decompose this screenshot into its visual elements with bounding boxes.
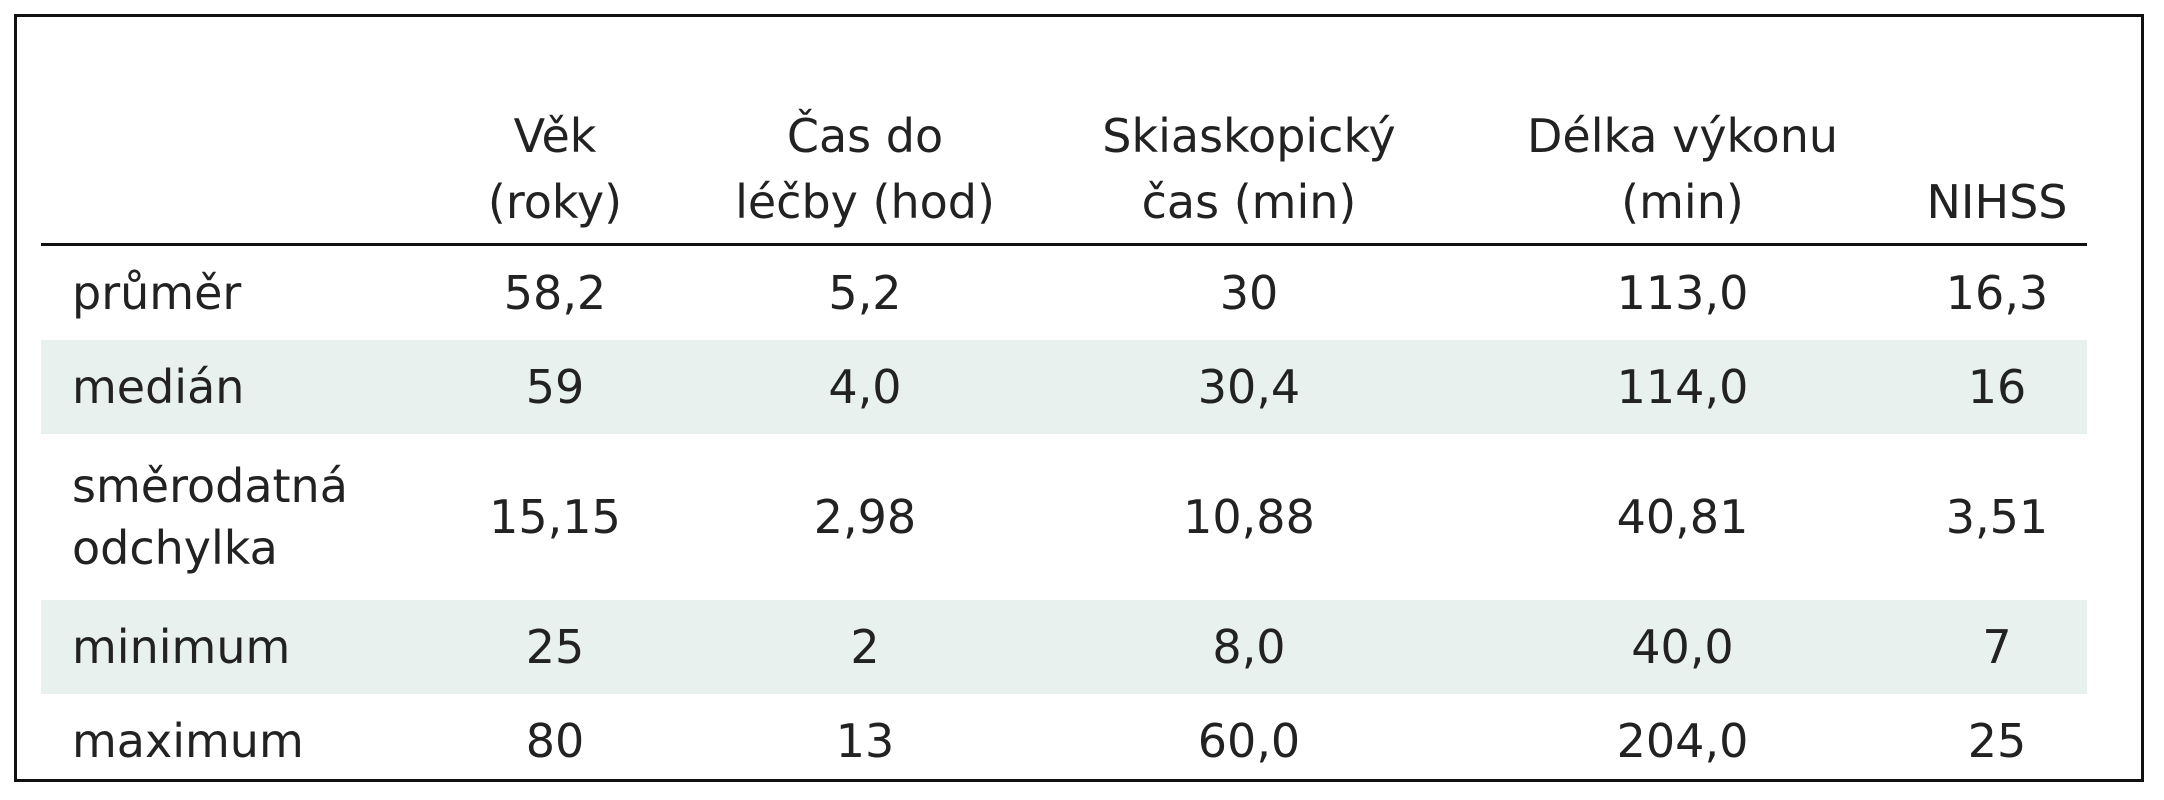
cell-value: 7 — [1907, 600, 2087, 694]
column-header: Čas do léčby (hod) — [690, 80, 1040, 246]
row-label: průměr — [72, 266, 242, 320]
cell-value: 58,2 — [503, 266, 607, 320]
column-header: NIHSS — [1907, 80, 2087, 246]
cell-value: 25 — [1967, 714, 2027, 768]
row-label: medián — [41, 340, 420, 434]
cell-value: 8,0 — [1040, 600, 1458, 694]
table-row: minimum 25 2 8,0 40,0 7 — [41, 600, 2087, 694]
cell-value: 80 — [525, 714, 585, 768]
table-body: průměr 58,2 5,2 30 113,0 16,3 medián 59 4,0 30,4 1… — [41, 245, 2087, 789]
cell-value: 16,3 — [1945, 266, 2049, 320]
cell-value: 60,0 — [1197, 714, 1301, 768]
cell-value: 3,51 — [1945, 490, 2049, 544]
cell-value: 16 — [1907, 340, 2087, 434]
column-header: Délka výkonu (min) — [1458, 80, 1907, 246]
row-label: maximum — [72, 714, 304, 768]
cell-value: 30 — [1219, 266, 1279, 320]
table-row: průměr 58,2 5,2 30 113,0 16,3 — [41, 245, 2087, 341]
header-row: Věk (roky) Čas do léčby (hod) Skiaskopický… — [41, 80, 2087, 246]
cell-value: 204,0 — [1616, 714, 1749, 768]
row-label: směrodatná odchylka — [72, 459, 348, 575]
cell-value: 40,81 — [1616, 490, 1749, 544]
column-header: Věk (roky) — [420, 80, 690, 246]
cell-value: 10,88 — [1183, 490, 1315, 544]
table-frame — [14, 14, 2144, 782]
cell-value: 59 — [420, 340, 690, 434]
cell-value: 13 — [835, 714, 895, 768]
cell-value: 30,4 — [1040, 340, 1458, 434]
row-label: minimum — [41, 600, 420, 694]
column-header: Skiaskopický čas (min) — [1040, 80, 1458, 246]
cell-value: 5,2 — [828, 266, 902, 320]
header-empty — [41, 80, 420, 246]
table-row: medián 59 4,0 30,4 114,0 16 — [41, 340, 2087, 434]
cell-value: 15,15 — [489, 490, 621, 544]
cell-value: 25 — [420, 600, 690, 694]
cell-value: 113,0 — [1616, 266, 1749, 320]
cell-value: 40,0 — [1458, 600, 1907, 694]
cell-value: 2,98 — [813, 490, 917, 544]
cell-value: 4,0 — [690, 340, 1040, 434]
table-row: maximum 80 13 60,0 204,0 25 — [41, 694, 2087, 788]
cell-value: 114,0 — [1458, 340, 1907, 434]
cell-value: 2 — [690, 600, 1040, 694]
stats-table: Věk (roky) Čas do léčby (hod) Skiaskopický… — [41, 80, 2087, 788]
table-row: směrodatná odchylka 15,15 2,98 10,88 40,81 3,… — [41, 434, 2087, 600]
